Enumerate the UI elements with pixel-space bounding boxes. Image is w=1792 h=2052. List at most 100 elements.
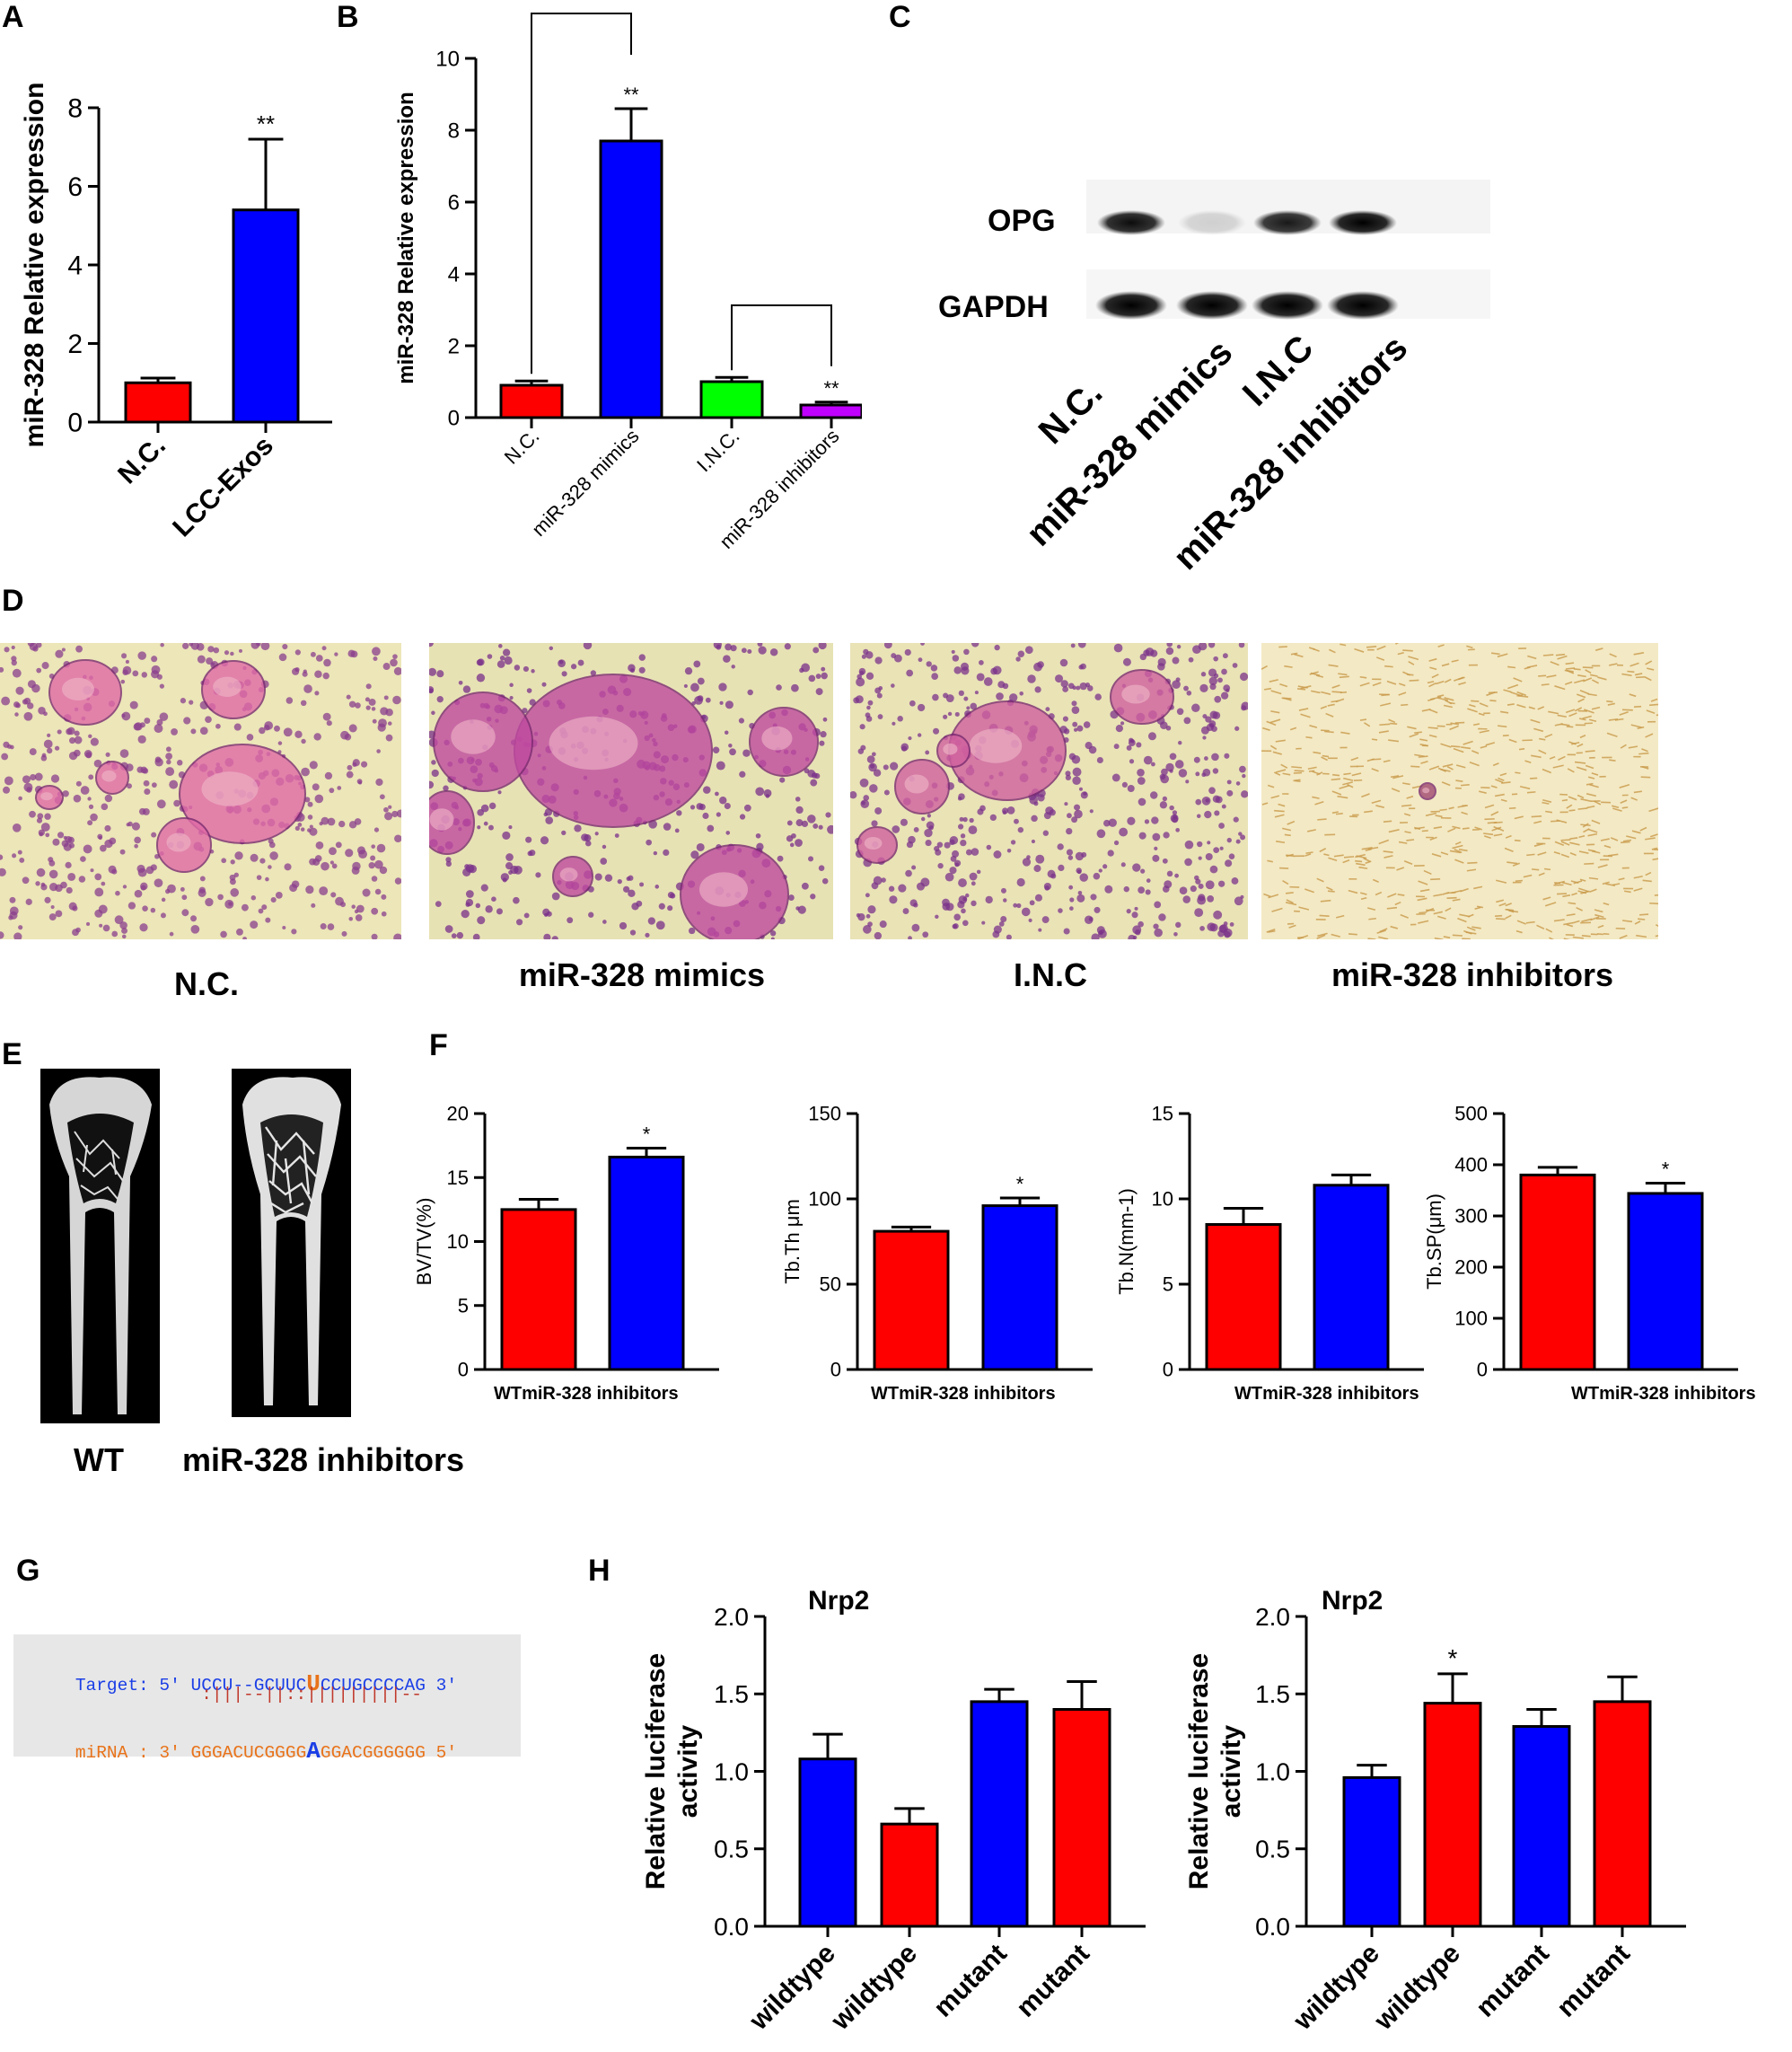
cell <box>747 648 752 655</box>
cell <box>1000 887 1006 894</box>
cell <box>80 856 86 862</box>
cell <box>1158 913 1166 921</box>
cell <box>1550 820 1560 823</box>
cell <box>27 680 36 689</box>
cell <box>690 850 699 859</box>
cell <box>1568 741 1577 745</box>
bar-3 <box>1052 1708 1111 1928</box>
cell <box>1621 841 1630 844</box>
cell <box>156 718 163 726</box>
cell <box>820 731 827 738</box>
cell <box>1145 889 1151 895</box>
cell <box>867 700 874 706</box>
cell <box>1597 864 1608 868</box>
cell <box>150 864 157 871</box>
cell <box>1516 694 1524 697</box>
cell <box>365 683 372 690</box>
cell <box>1079 682 1087 691</box>
y-tick-label: 4 <box>448 262 460 286</box>
cell <box>1183 685 1189 691</box>
cell <box>1270 795 1280 799</box>
cell <box>1443 936 1451 938</box>
cell <box>14 712 19 717</box>
cell <box>715 791 719 797</box>
cell <box>1434 937 1444 939</box>
cell <box>429 643 434 647</box>
cell <box>1550 661 1559 666</box>
cell <box>250 853 259 862</box>
cell <box>1202 714 1208 719</box>
cell <box>1017 826 1024 833</box>
cell <box>1331 700 1339 703</box>
cell <box>992 930 1000 938</box>
cell <box>72 905 78 912</box>
cell <box>1348 889 1358 894</box>
cell <box>1454 849 1463 854</box>
osteoclast-core-3 <box>943 743 958 755</box>
cell <box>256 643 261 647</box>
bar-1 <box>608 1155 685 1371</box>
panel-label-h: H <box>588 1554 611 1588</box>
cell <box>932 693 939 701</box>
cell <box>1241 790 1248 798</box>
cell <box>1360 896 1367 900</box>
cell <box>11 645 15 650</box>
cell <box>1619 710 1629 716</box>
cell <box>867 921 873 927</box>
cell <box>696 803 704 810</box>
cell <box>477 825 481 830</box>
y-tick-label: 0.0 <box>714 1913 749 1941</box>
cell <box>1425 812 1437 817</box>
cell <box>1558 755 1566 761</box>
cell <box>1428 682 1436 688</box>
cell <box>966 706 971 710</box>
cell <box>801 882 809 890</box>
opg-band-3 <box>1329 210 1397 235</box>
western-blot-panel: OPG GAPDH N.C. miR-328 mimics I.N.C miR-… <box>925 153 1490 620</box>
y-tick-label: 4 <box>67 251 83 281</box>
cell <box>1452 825 1461 830</box>
cell <box>69 842 75 849</box>
cell <box>1554 882 1561 885</box>
cell <box>1219 924 1228 933</box>
cell <box>1516 691 1527 696</box>
cell <box>1229 922 1234 927</box>
cell <box>1624 890 1631 894</box>
cell <box>614 833 619 838</box>
cell <box>1641 748 1648 753</box>
cell <box>1507 665 1516 669</box>
cell <box>989 814 997 822</box>
cell <box>1027 674 1036 683</box>
cell <box>190 728 197 735</box>
cell <box>863 795 870 801</box>
cell <box>739 771 746 778</box>
cell <box>1530 777 1538 779</box>
cell <box>1396 867 1405 871</box>
cell <box>658 903 665 910</box>
cell <box>1088 917 1094 921</box>
cell <box>46 747 53 754</box>
cell <box>18 925 23 930</box>
cell <box>1466 868 1477 872</box>
cell <box>1076 869 1082 875</box>
cell <box>1214 810 1220 816</box>
cell <box>362 888 371 897</box>
gapdh-band-0 <box>1095 291 1167 320</box>
cell <box>1594 800 1602 806</box>
cell <box>29 748 37 756</box>
cell <box>323 658 331 667</box>
cell <box>150 907 156 913</box>
cell <box>309 824 313 829</box>
cell <box>1587 832 1598 837</box>
panel-label-g: G <box>16 1554 40 1588</box>
cell <box>1618 877 1625 881</box>
cell <box>535 872 541 878</box>
cell <box>361 761 368 768</box>
cell <box>1154 901 1162 909</box>
cell <box>1209 683 1217 691</box>
cell <box>866 755 875 763</box>
cell <box>1175 921 1181 929</box>
cell <box>1580 823 1591 827</box>
cell <box>394 834 401 843</box>
